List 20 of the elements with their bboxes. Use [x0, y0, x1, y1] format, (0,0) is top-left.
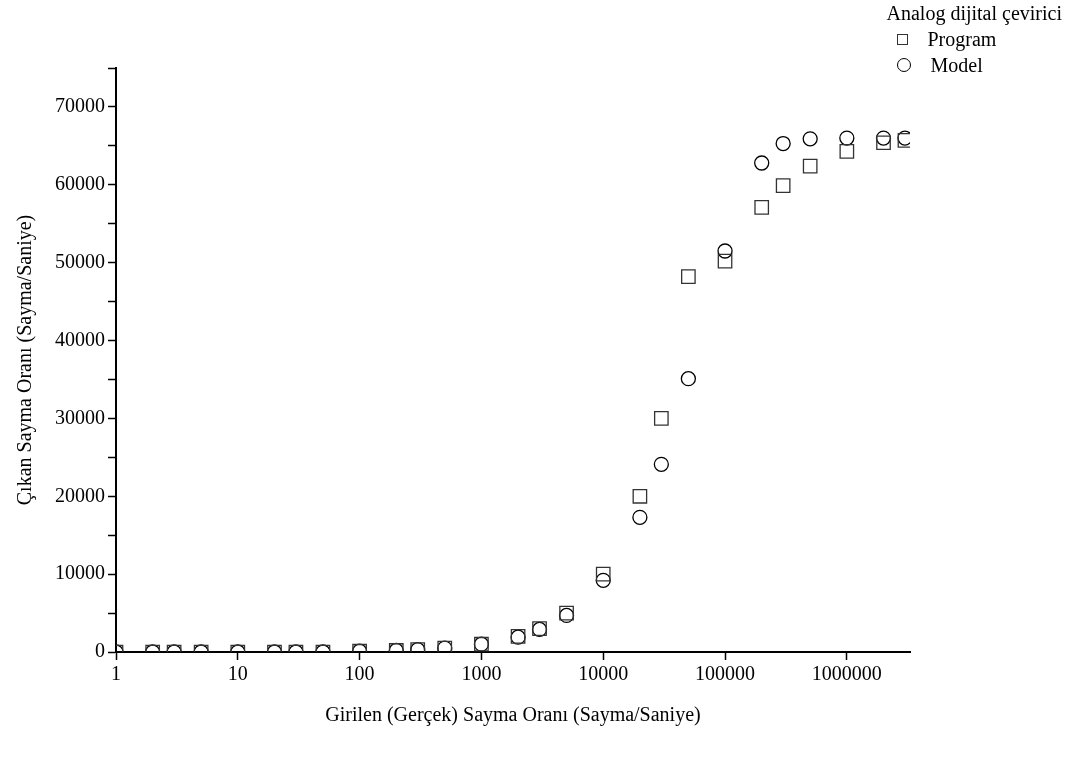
y-tick-label: 20000: [55, 483, 105, 506]
x-tick-label: 100: [344, 662, 375, 685]
x-tick-label: 1000000: [811, 662, 882, 685]
y-tick-label: 40000: [55, 327, 105, 350]
legend-label: Program: [927, 27, 997, 52]
y-tick-label: 70000: [55, 94, 105, 117]
x-tick-label: 1: [111, 662, 121, 685]
y-tick-label: 60000: [55, 172, 105, 195]
x-tick-label: 1000: [461, 662, 502, 685]
y-tick-label: 10000: [55, 561, 105, 584]
x-tick-label: 10000: [578, 662, 629, 685]
x-tick-label: 10: [227, 662, 248, 685]
x-tick-label: 100000: [695, 662, 756, 685]
y-tick-label: 0: [95, 639, 105, 662]
y-tick-label: 50000: [55, 249, 105, 272]
legend-title: Analog dijital çevirici: [886, 1, 1062, 26]
legend-label: Model: [930, 53, 983, 78]
x-axis-title: Girilen (Gerçek) Sayma Oranı (Sayma/Saniye): [325, 703, 701, 727]
y-tick-label: 30000: [55, 405, 105, 428]
y-axis-title: Çıkan Sayma Oranı (Sayma/Saniye): [13, 214, 37, 506]
